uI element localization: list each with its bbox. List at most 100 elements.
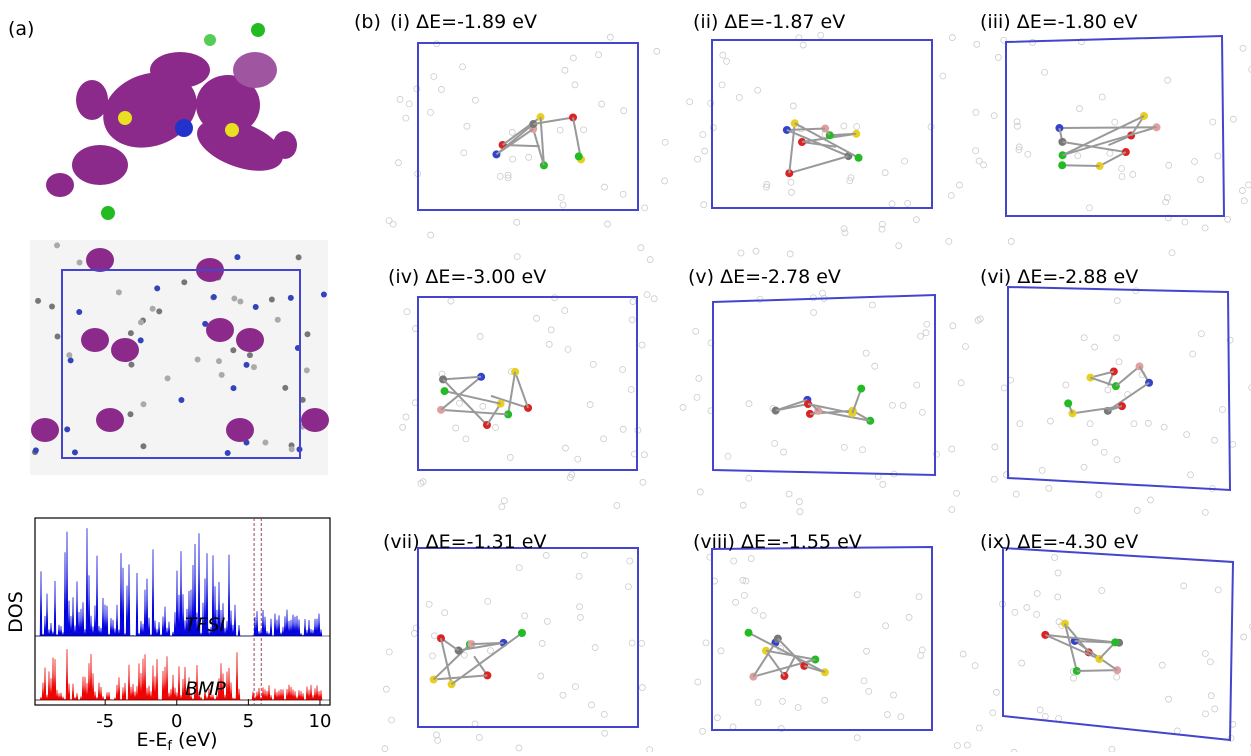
faint-atom bbox=[390, 221, 396, 227]
faint-atom bbox=[1182, 219, 1188, 225]
faint-atom bbox=[694, 394, 700, 400]
atom bbox=[72, 449, 78, 455]
faint-atom bbox=[869, 302, 875, 308]
faint-atom bbox=[902, 158, 908, 164]
faint-atom bbox=[577, 614, 583, 620]
faint-atom bbox=[981, 162, 987, 168]
x-label-unit: (eV) bbox=[172, 729, 218, 751]
faint-atom bbox=[558, 194, 564, 200]
faint-atom bbox=[695, 679, 701, 685]
faint-atom bbox=[1215, 587, 1221, 593]
faint-atom bbox=[1081, 335, 1087, 341]
faint-atom bbox=[1165, 77, 1171, 83]
atom bbox=[575, 152, 583, 160]
faint-atom bbox=[700, 132, 706, 138]
faint-atom bbox=[720, 52, 726, 58]
faint-atom bbox=[787, 251, 793, 257]
atom bbox=[304, 331, 310, 337]
x-tick-label: 0 bbox=[171, 711, 182, 732]
faint-atom bbox=[430, 653, 436, 659]
config-label: (vii) ΔE=-1.31 eV bbox=[383, 531, 546, 553]
faint-atom bbox=[560, 202, 566, 208]
faint-atom bbox=[463, 436, 469, 442]
faint-atom bbox=[601, 436, 607, 442]
faint-atom bbox=[1202, 225, 1208, 231]
bond bbox=[445, 391, 501, 404]
faint-atom bbox=[914, 382, 920, 388]
faint-atom bbox=[639, 685, 645, 691]
faint-atom bbox=[896, 243, 902, 249]
faint-atom bbox=[426, 601, 432, 607]
faint-atom bbox=[1025, 151, 1031, 157]
faint-atom bbox=[795, 705, 801, 711]
faint-atom bbox=[1116, 359, 1122, 365]
faint-atom bbox=[577, 604, 583, 610]
faint-atom bbox=[954, 742, 960, 748]
atom bbox=[296, 254, 302, 260]
atom bbox=[282, 385, 288, 391]
y-axis-label: DOS bbox=[5, 591, 27, 633]
faint-atom bbox=[864, 648, 870, 654]
faint-atom bbox=[557, 127, 563, 133]
atom bbox=[77, 260, 83, 266]
atom bbox=[128, 330, 134, 336]
faint-atom bbox=[560, 692, 566, 698]
faint-atom bbox=[703, 640, 709, 646]
faint-atom bbox=[1019, 660, 1025, 666]
faint-atom bbox=[501, 498, 507, 504]
faint-atom bbox=[854, 592, 860, 598]
simulation-box bbox=[418, 297, 637, 470]
faint-atom bbox=[992, 444, 998, 450]
bond bbox=[1073, 406, 1122, 413]
faint-atom bbox=[639, 342, 645, 348]
faint-atom bbox=[461, 150, 467, 156]
config-label: (iii) ΔE=-1.80 eV bbox=[980, 11, 1138, 33]
faint-atom bbox=[736, 94, 742, 100]
faint-atom bbox=[714, 715, 720, 721]
bond bbox=[1077, 670, 1117, 671]
simulation-box bbox=[418, 548, 638, 727]
panel-label: (a) bbox=[8, 18, 34, 40]
atom bbox=[116, 289, 122, 295]
faint-atom bbox=[602, 730, 608, 736]
atom bbox=[234, 254, 240, 260]
faint-atom bbox=[872, 363, 878, 369]
faint-atom bbox=[620, 426, 626, 432]
faint-atom bbox=[1047, 418, 1053, 424]
dos-curve bbox=[35, 528, 322, 636]
atom bbox=[225, 450, 231, 456]
faint-atom bbox=[1181, 583, 1187, 589]
faint-atom bbox=[789, 189, 795, 195]
faint-atom bbox=[1024, 604, 1030, 610]
atom bbox=[181, 279, 187, 285]
atom bbox=[154, 285, 160, 291]
faint-atom bbox=[946, 238, 952, 244]
atom bbox=[33, 447, 39, 453]
faint-atom bbox=[1107, 150, 1113, 156]
faint-atom bbox=[990, 710, 996, 716]
bond bbox=[496, 124, 533, 154]
atom bbox=[195, 356, 201, 362]
faint-atom bbox=[1174, 728, 1180, 734]
faint-atom bbox=[516, 745, 522, 751]
faint-atom bbox=[1131, 421, 1137, 427]
faint-atom bbox=[755, 699, 761, 705]
faint-atom bbox=[1184, 432, 1190, 438]
faint-atom bbox=[590, 361, 596, 367]
faint-atom bbox=[818, 32, 824, 38]
faint-atom bbox=[543, 552, 549, 558]
atom bbox=[138, 319, 144, 325]
atom bbox=[237, 299, 243, 305]
faint-atom bbox=[1114, 457, 1120, 463]
faint-atom bbox=[755, 87, 761, 93]
faint-atom bbox=[772, 441, 778, 447]
orbital-lobe bbox=[301, 408, 329, 432]
faint-atom bbox=[1145, 420, 1151, 426]
faint-atom bbox=[435, 737, 441, 743]
simulation-box bbox=[1006, 36, 1224, 216]
faint-atom bbox=[565, 346, 571, 352]
atom bbox=[855, 154, 863, 162]
atom bbox=[289, 446, 295, 452]
faint-atom bbox=[510, 156, 516, 162]
